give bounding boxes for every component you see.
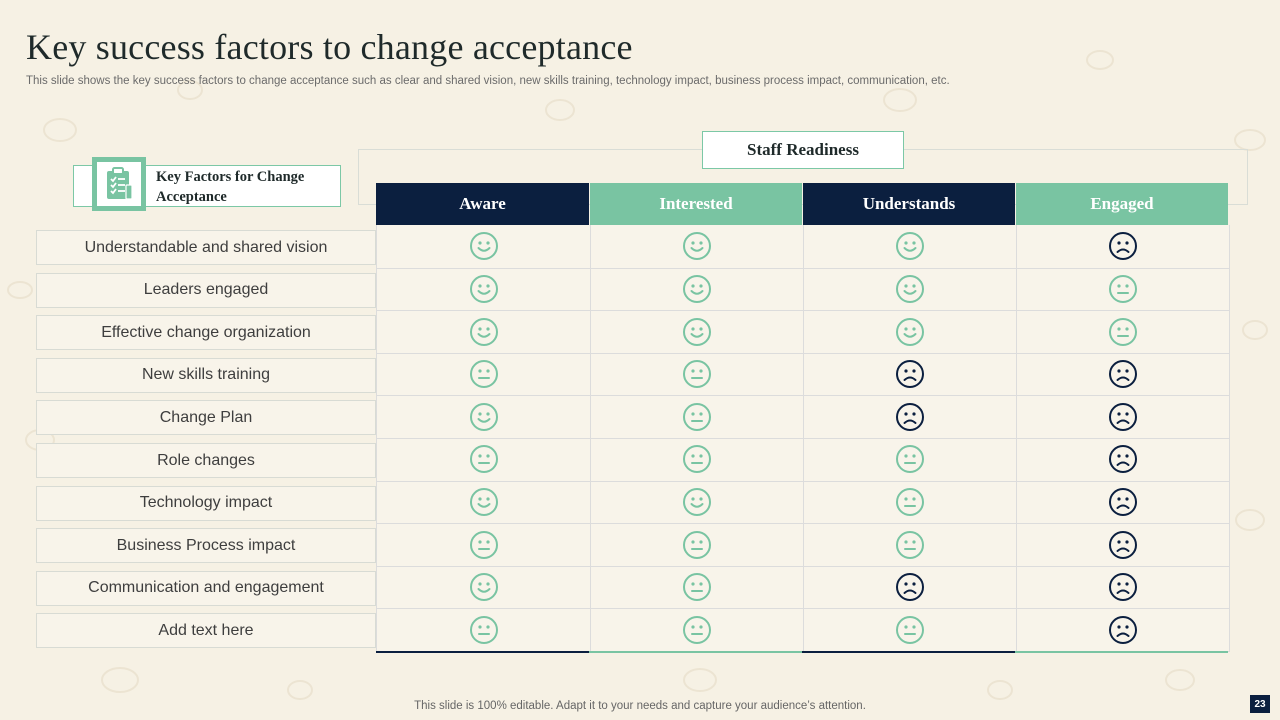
happy-face-icon [895,232,924,261]
sad-face-icon [1108,360,1137,389]
row-divider [377,352,1229,354]
neutral-face-icon [682,573,711,602]
matrix-body [376,225,1230,652]
factor-label: Business Process impact [36,528,376,564]
sad-face-icon [895,402,924,431]
column-header-aware: Aware [376,183,589,225]
happy-face-icon [469,402,498,431]
happy-face-icon [469,317,498,346]
page-subtitle: This slide shows the key success factors… [26,75,950,87]
column-bottom-rule [589,651,802,653]
happy-face-icon [682,274,711,303]
sad-face-icon [1108,530,1137,559]
factor-label: Leaders engaged [36,272,376,308]
neutral-face-icon [895,530,924,559]
row-divider [377,267,1229,269]
happy-face-icon [682,487,711,516]
readiness-matrix: Aware Interested Understands Engaged [376,183,1230,653]
neutral-face-icon [469,530,498,559]
column-header-engaged: Engaged [1016,183,1228,225]
factor-label: Add text here [36,613,376,649]
neutral-face-icon [469,360,498,389]
factor-label: Change Plan [36,400,376,436]
row-divider [377,310,1229,312]
happy-face-icon [895,317,924,346]
happy-face-icon [469,573,498,602]
factor-label: Effective change organization [36,315,376,351]
neutral-face-icon [469,445,498,474]
happy-face-icon [469,274,498,303]
clipboard-checklist-icon [107,167,133,200]
factor-label: Understandable and shared vision [36,230,376,265]
neutral-face-icon [895,615,924,644]
column-bottom-rule [802,651,1015,653]
row-divider [377,565,1229,567]
sad-face-icon [1108,573,1137,602]
neutral-face-icon [1108,274,1137,303]
neutral-face-icon [895,445,924,474]
sad-face-icon [1108,487,1137,516]
happy-face-icon [682,232,711,261]
factor-label: Communication and engagement [36,570,376,606]
neutral-face-icon [682,402,711,431]
neutral-face-icon [682,360,711,389]
page-number: 23 [1250,695,1270,713]
factor-label: Technology impact [36,485,376,521]
row-divider [377,608,1229,610]
factor-label: New skills training [36,357,376,393]
neutral-face-icon [1108,317,1137,346]
neutral-face-icon [682,445,711,474]
column-bottom-rule [1015,651,1228,653]
column-header-interested: Interested [590,183,802,225]
sad-face-icon [1108,232,1137,261]
sad-face-icon [895,573,924,602]
staff-readiness-label: Staff Readiness [702,131,904,169]
happy-face-icon [895,274,924,303]
happy-face-icon [682,317,711,346]
happy-face-icon [469,232,498,261]
sad-face-icon [1108,445,1137,474]
sad-face-icon [1108,615,1137,644]
key-factors-icon-frame [92,157,146,211]
page-title: Key success factors to change acceptance [26,27,633,67]
footer-note: This slide is 100% editable. Adapt it to… [414,700,866,712]
column-header-understands: Understands [803,183,1015,225]
row-divider [377,395,1229,397]
sad-face-icon [895,360,924,389]
neutral-face-icon [469,615,498,644]
row-divider [377,480,1229,482]
factor-label: Role changes [36,443,376,478]
row-divider [377,523,1229,525]
key-factors-title: Key Factors for Change Acceptance [156,169,305,205]
sad-face-icon [1108,402,1137,431]
column-bottom-rule [376,651,589,653]
neutral-face-icon [682,615,711,644]
neutral-face-icon [682,530,711,559]
happy-face-icon [469,487,498,516]
neutral-face-icon [895,487,924,516]
row-divider [377,438,1229,439]
